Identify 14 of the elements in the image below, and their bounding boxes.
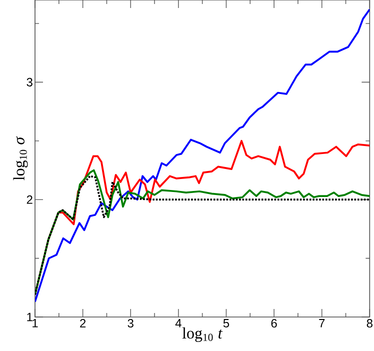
x-tick-label: 4 [175, 319, 182, 328]
x-tick-label: 7 [319, 319, 325, 328]
x-axis-title: log$_{10}$ t [182, 327, 223, 342]
x-tick-label: 3 [128, 319, 134, 328]
line-series [35, 8, 370, 303]
x-tick-label: 2 [80, 319, 86, 328]
x-tick-label: 1 [32, 319, 38, 328]
y-tick-label: 2 [26, 195, 32, 204]
y-tick-label: 3 [26, 78, 32, 86]
x-tick-label: 6 [271, 319, 277, 328]
x-tick-label: 8 [366, 319, 372, 328]
x-tick-label: 5 [223, 319, 230, 328]
y-tick-label: 1 [27, 312, 32, 322]
y-axis-title: log$_{10}$ σ [13, 136, 28, 180]
